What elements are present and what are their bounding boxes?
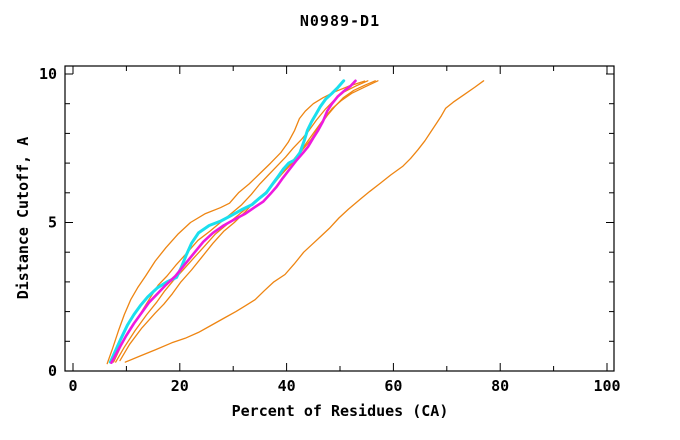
curve-model-cyan <box>108 79 346 364</box>
chart-title: N0989-D1 <box>299 12 381 30</box>
curve-model-orange-1 <box>106 80 366 365</box>
y-tick-label: 10 <box>39 65 57 83</box>
x-tick-label: 20 <box>171 377 189 395</box>
x-tick-label: 60 <box>384 377 402 395</box>
curve-model-orange-2 <box>112 80 369 363</box>
y-tick-label: 0 <box>48 362 57 380</box>
axis-border <box>64 65 615 372</box>
curve-model-orange-outlier <box>124 80 485 363</box>
x-axis-label: Percent of Residues (CA) <box>231 402 449 420</box>
x-tick-label: 40 <box>278 377 296 395</box>
curve-model-magenta <box>110 79 357 365</box>
y-tick-label: 5 <box>48 214 57 232</box>
x-tick-label: 100 <box>593 377 620 395</box>
x-tick-label: 80 <box>491 377 509 395</box>
curve-model-orange-4 <box>119 80 379 362</box>
x-tick-label: 0 <box>68 377 77 395</box>
